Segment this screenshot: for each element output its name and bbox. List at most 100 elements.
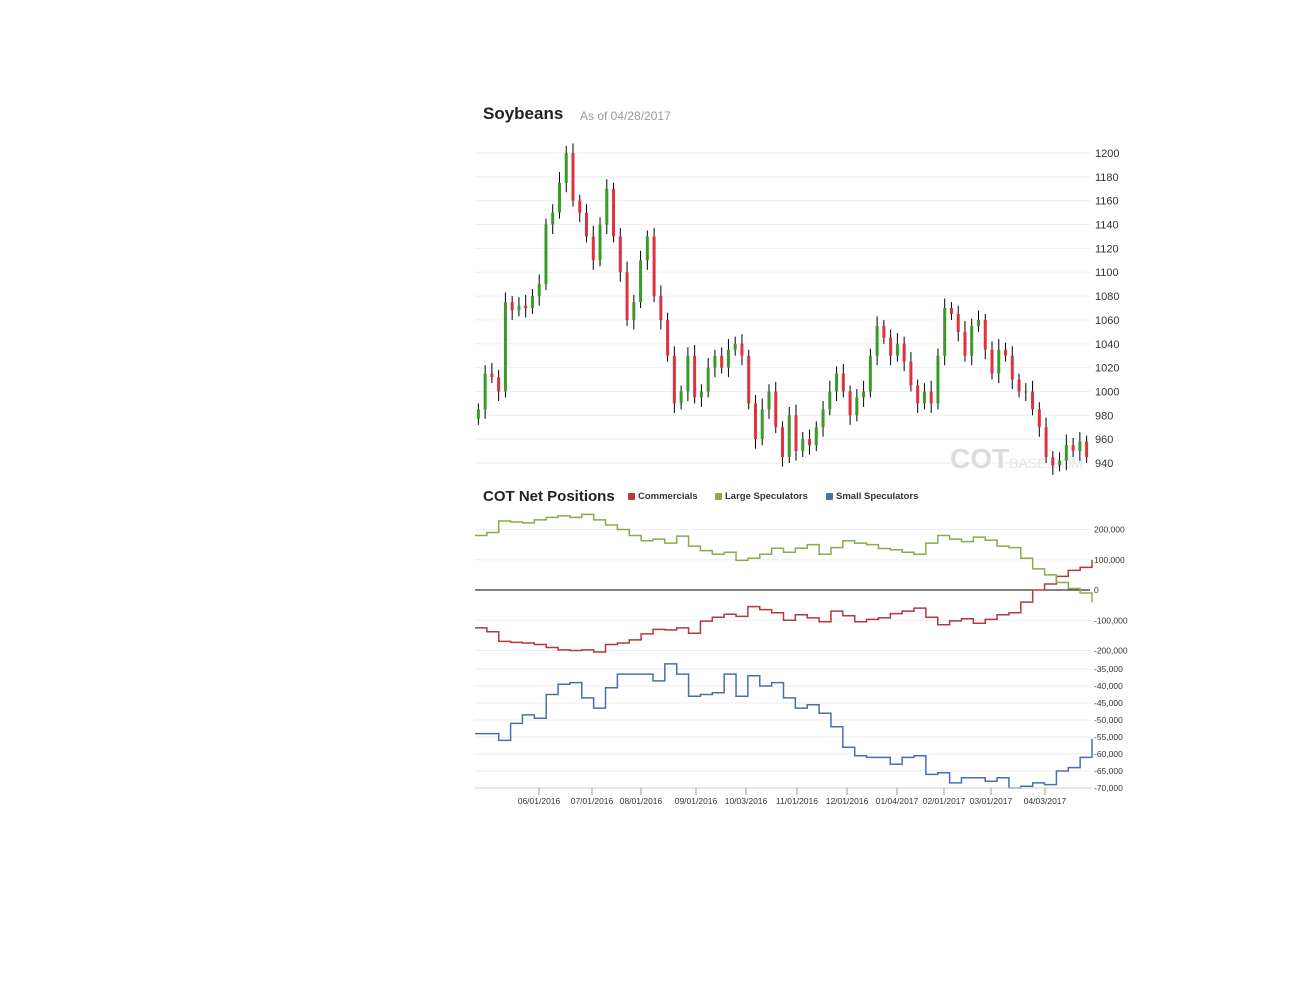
candle-body (612, 188, 616, 237)
candle-body (929, 391, 933, 404)
x-tick-label: 11/01/2016 (776, 796, 818, 806)
x-tick-label: 06/01/2016 (518, 796, 561, 806)
candle-body (544, 224, 548, 285)
candle-body (557, 182, 561, 213)
small-tick-label: -50,000 (1094, 715, 1123, 725)
commercials-line (475, 559, 1093, 653)
candle-body (1010, 355, 1014, 380)
legend-label: Large Speculators (725, 491, 808, 502)
candle-body (801, 439, 805, 452)
candle-body (976, 319, 980, 326)
x-tick-label: 08/01/2016 (620, 796, 663, 806)
candle-body (1004, 349, 1008, 356)
x-tick-label: 12/01/2016 (826, 796, 869, 806)
candle-body (510, 302, 514, 311)
candle-body (943, 308, 947, 356)
candle-body (787, 415, 791, 458)
candle-body (476, 409, 480, 419)
price-tick-label: 1140 (1095, 220, 1119, 232)
legend-label: Small Speculators (836, 491, 919, 502)
price-tick-label: 1020 (1095, 363, 1119, 375)
candle-body (618, 236, 622, 273)
x-tick-label: 03/01/2017 (970, 796, 1013, 806)
small-tick-label: -65,000 (1094, 766, 1123, 776)
candle-body (740, 343, 744, 356)
candle-body (781, 427, 784, 458)
candle-body (497, 377, 501, 392)
candle-body (963, 331, 967, 356)
candle-body (1085, 441, 1089, 458)
candle-body (794, 415, 798, 452)
price-tick-label: 1100 (1095, 267, 1119, 279)
candle-body (517, 305, 521, 311)
candle-body (733, 343, 737, 350)
candle-body (875, 325, 879, 356)
candle-body (679, 391, 683, 404)
candle-body (983, 319, 987, 350)
cot-tick-label: 0 (1094, 585, 1099, 595)
candle-body (625, 272, 629, 320)
x-tick-label: 04/03/2017 (1024, 796, 1067, 806)
price-tick-label: 1160 (1095, 196, 1119, 208)
candle-body (605, 188, 609, 225)
candle-body (693, 355, 697, 398)
small-speculators-line (475, 663, 1093, 789)
candle-body (868, 355, 872, 392)
candle-body (949, 308, 953, 314)
candle-body (916, 385, 920, 404)
candle-body (530, 296, 534, 308)
candle-body (835, 373, 839, 392)
candle-body (598, 224, 602, 261)
small-tick-label: -60,000 (1094, 749, 1123, 759)
candle-body (1078, 441, 1082, 452)
legend-small-speculators[interactable]: Small Speculators (826, 491, 918, 502)
price-tick-label: 1040 (1095, 339, 1119, 351)
cot-tick-label: 100,000 (1094, 555, 1125, 565)
candle-body (855, 397, 859, 416)
small-tick-label: -70,000 (1094, 783, 1123, 793)
candle-body (672, 355, 676, 404)
legend-commercials[interactable]: Commercials (628, 491, 698, 502)
x-tick-label: 09/01/2016 (675, 796, 718, 806)
candle-body (1044, 427, 1048, 458)
x-tick-label: 07/01/2016 (571, 796, 614, 806)
legend-swatch (628, 493, 635, 500)
price-tick-label: 980 (1095, 410, 1113, 422)
candle-body (1024, 391, 1028, 393)
candle-body (990, 349, 994, 374)
candle-body (686, 355, 690, 392)
candle-body (767, 391, 771, 410)
candle-body (483, 373, 487, 410)
candle-body (814, 427, 818, 446)
candle-body (551, 212, 555, 225)
candle-body (726, 349, 730, 368)
candle-body (747, 355, 751, 404)
candle-body (753, 403, 757, 440)
candle-body (632, 302, 636, 320)
candle-body (537, 284, 541, 297)
candle-body (828, 391, 832, 410)
candle-body (585, 212, 589, 237)
candle-body (659, 296, 663, 320)
small-tick-label: -35,000 (1094, 664, 1123, 674)
price-tick-label: 1060 (1095, 315, 1119, 327)
candle-body (699, 391, 703, 398)
cot-tick-label: 200,000 (1094, 525, 1125, 535)
candle-body (720, 355, 724, 368)
candle-body (1031, 391, 1035, 410)
candle-body (490, 373, 494, 378)
candle-body (895, 343, 899, 356)
candle-body (1051, 457, 1055, 466)
candle-body (645, 236, 649, 261)
legend-label: Commercials (638, 491, 698, 502)
candle-body (970, 325, 974, 356)
candle-body (706, 367, 710, 392)
candle-body (841, 373, 845, 392)
large-speculators-line (475, 513, 1093, 603)
candle-body (889, 337, 893, 356)
legend-large-speculators[interactable]: Large Speculators (715, 491, 808, 502)
candle-body (808, 439, 812, 446)
candle-body (639, 260, 643, 303)
candle-body (1017, 379, 1021, 392)
